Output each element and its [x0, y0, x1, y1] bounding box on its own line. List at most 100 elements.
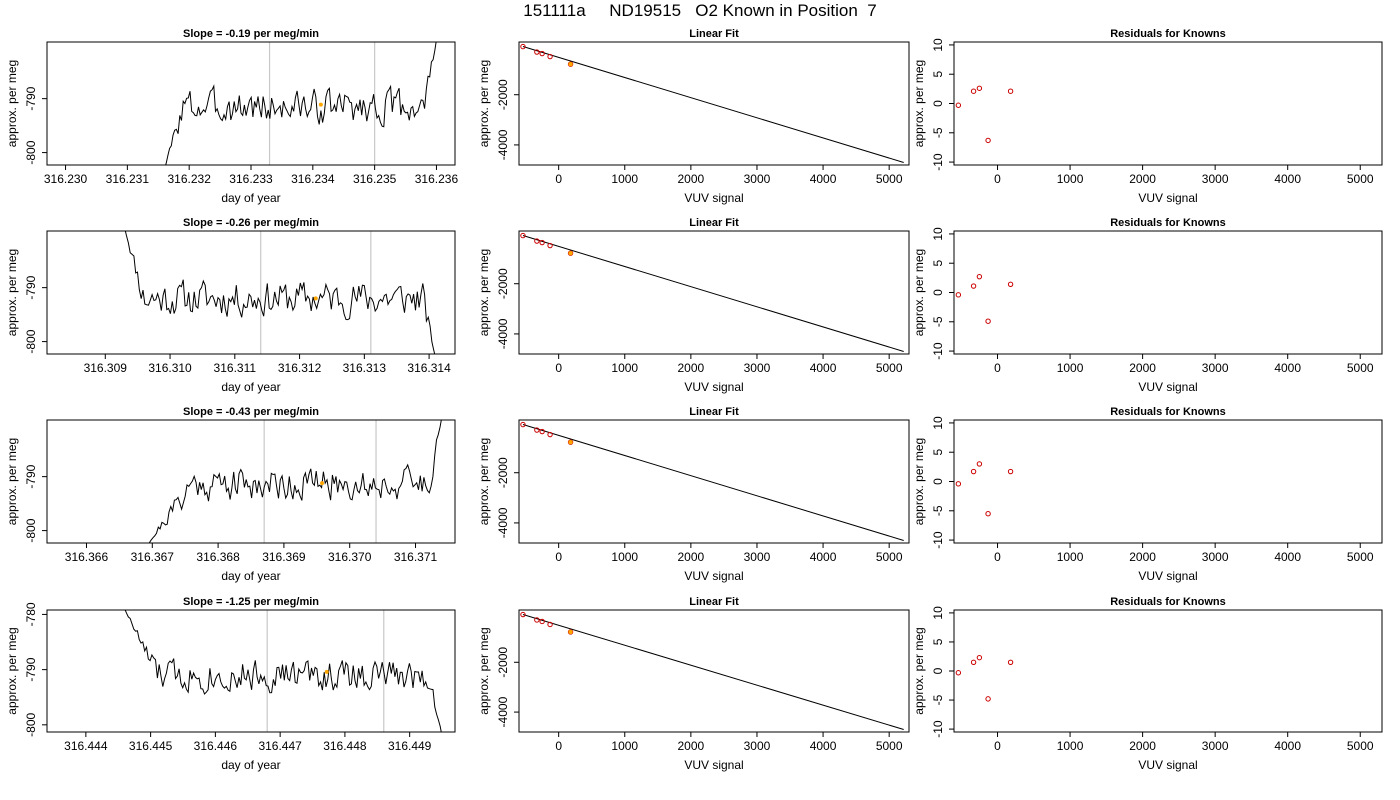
x-tick-label: 0 — [555, 361, 562, 375]
known-point — [567, 629, 574, 635]
y-tick-label: -4000 — [496, 318, 510, 349]
x-tick-label: 4000 — [1274, 739, 1301, 753]
x-tick-label: 316.312 — [278, 361, 322, 375]
known-point — [970, 659, 977, 665]
known-point — [539, 618, 545, 625]
x-tick-label: 0 — [555, 550, 562, 564]
x-tick-label: 0 — [994, 739, 1001, 753]
known-point — [955, 292, 962, 298]
panel-title: Residuals for Knowns — [1110, 217, 1226, 229]
known-point — [534, 49, 540, 55]
x-tick-label: 316.368 — [196, 550, 240, 564]
y-axis-label: approx. per meg — [5, 627, 19, 714]
x-tick-label: 316.235 — [353, 172, 397, 186]
known-point — [1007, 281, 1014, 287]
fit-line — [522, 235, 904, 352]
panel-3-3: Residuals for Knowns VUV signal approx. pe… — [912, 406, 1383, 583]
fit-line — [522, 424, 904, 541]
y-tick-label: 0 — [931, 478, 945, 485]
y-tick-label: -790 — [24, 86, 38, 110]
x-tick-label: 2000 — [678, 550, 705, 564]
y-tick-label: -10 — [931, 153, 945, 171]
x-axis-label: VUV signal — [684, 191, 743, 205]
x-axis-label: VUV signal — [684, 758, 743, 772]
x-tick-label: 316.230 — [44, 172, 88, 186]
plot-area — [520, 232, 904, 352]
known-point — [985, 696, 991, 702]
x-tick-label: 2000 — [678, 361, 705, 375]
y-tick-label: -800 — [24, 518, 38, 542]
y-tick-label: -800 — [24, 712, 38, 736]
x-tick-label: 1000 — [611, 739, 638, 753]
x-tick-label: 2000 — [1129, 361, 1156, 375]
x-tick-label: 316.232 — [167, 172, 211, 186]
panel-title: Linear Fit — [689, 406, 739, 418]
y-tick-label: -2000 — [496, 647, 510, 678]
known-point — [976, 85, 983, 91]
x-tick-label: 316.447 — [258, 739, 302, 753]
x-tick-label: 316.367 — [131, 550, 175, 564]
fit-line — [522, 614, 904, 730]
x-tick-label: 316.231 — [106, 172, 150, 186]
known-point — [539, 239, 545, 246]
known-point — [520, 611, 526, 618]
panel-title: Slope = -0.26 per meg/min — [183, 217, 319, 229]
x-tick-label: 5000 — [1347, 550, 1374, 564]
y-axis-label: approx. per meg — [912, 249, 926, 336]
known-point — [1007, 88, 1014, 94]
panel-4-3: Residuals for Knowns VUV signal approx. pe… — [912, 596, 1383, 772]
y-tick-label: -780 — [24, 602, 38, 626]
known-point — [547, 242, 553, 249]
x-axis-label: VUV signal — [1138, 191, 1197, 205]
panel-title: Residuals for Knowns — [1110, 406, 1226, 418]
x-tick-label: 2000 — [1129, 739, 1156, 753]
y-axis-label: approx. per meg — [477, 438, 491, 525]
known-point — [985, 137, 991, 144]
known-point — [534, 238, 540, 244]
known-point — [520, 421, 526, 428]
x-tick-label: 316.309 — [84, 361, 128, 375]
y-axis-label: approx. per meg — [5, 249, 19, 336]
x-tick-label: 0 — [555, 172, 562, 186]
panel-1-1: Slope = -0.19 per meg/min day of year appr… — [5, 28, 458, 205]
x-tick-label: 316.233 — [229, 172, 273, 186]
x-tick-label: 316.445 — [129, 739, 173, 753]
x-axis-label: VUV signal — [1138, 569, 1197, 583]
known-point — [1007, 468, 1014, 475]
x-tick-label: 316.313 — [343, 361, 387, 375]
plot-frame — [518, 419, 910, 544]
signal-trace — [124, 610, 442, 732]
panel-title: Linear Fit — [689, 217, 739, 229]
x-tick-label: 3000 — [1202, 172, 1229, 186]
y-tick-label: 5 — [931, 638, 945, 645]
x-tick-label: 316.311 — [214, 361, 257, 375]
y-tick-label: -5 — [931, 505, 945, 516]
known-point — [970, 283, 977, 289]
highlight-point — [568, 629, 573, 635]
plot-frame — [953, 230, 1383, 355]
y-axis-label: approx. per meg — [477, 249, 491, 336]
y-tick-label: -800 — [24, 329, 38, 353]
panel-title: Residuals for Knowns — [1110, 28, 1226, 40]
y-axis-label: approx. per meg — [477, 627, 491, 714]
x-tick-label: 4000 — [810, 361, 837, 375]
x-tick-label: 316.370 — [328, 550, 372, 564]
known-point — [1007, 659, 1014, 665]
known-point — [520, 232, 526, 239]
plot-frame — [953, 41, 1383, 166]
known-point — [547, 621, 553, 628]
x-tick-label: 3000 — [1202, 361, 1229, 375]
x-axis-label: VUV signal — [1138, 758, 1197, 772]
signal-trace — [124, 231, 436, 354]
y-tick-label: -10 — [931, 342, 945, 360]
known-point — [955, 102, 962, 108]
plot-frame — [46, 419, 456, 544]
known-point — [520, 43, 526, 50]
known-point — [976, 461, 983, 467]
plot-frame — [953, 609, 1383, 733]
y-tick-label: 10 — [931, 606, 945, 620]
plot-area — [955, 461, 1014, 517]
x-tick-label: 5000 — [876, 739, 903, 753]
x-tick-label: 3000 — [744, 172, 771, 186]
panel-title: Slope = -1.25 per meg/min — [183, 596, 319, 608]
